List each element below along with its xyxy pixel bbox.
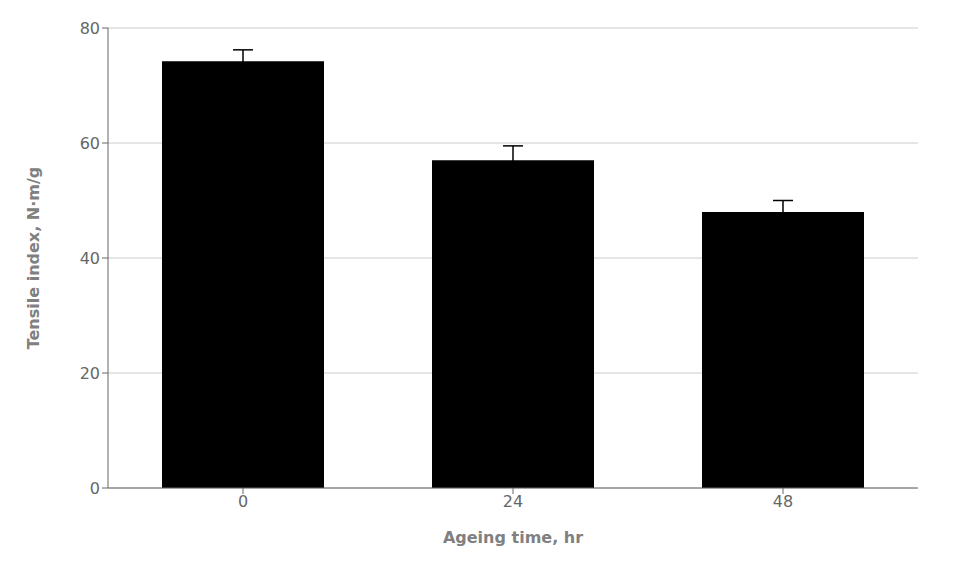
svg-text:60: 60 (80, 134, 100, 153)
svg-text:0: 0 (90, 479, 100, 498)
svg-text:24: 24 (503, 492, 523, 511)
svg-text:Ageing time, hr: Ageing time, hr (443, 528, 583, 547)
svg-text:48: 48 (773, 492, 793, 511)
svg-text:20: 20 (80, 364, 100, 383)
svg-text:40: 40 (80, 249, 100, 268)
svg-text:80: 80 (80, 19, 100, 38)
svg-text:Tensile index, N·m/g: Tensile index, N·m/g (24, 167, 43, 350)
svg-text:0: 0 (238, 492, 248, 511)
